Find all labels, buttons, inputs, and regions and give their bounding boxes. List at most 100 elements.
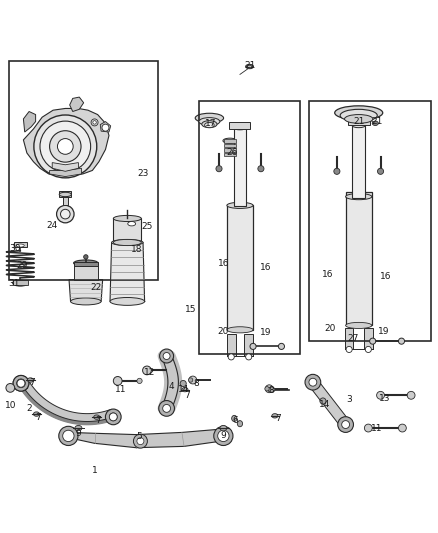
Bar — [234, 128, 246, 206]
Circle shape — [17, 379, 25, 387]
Bar — [63, 195, 68, 205]
Ellipse shape — [335, 106, 383, 120]
Text: 14: 14 — [178, 385, 190, 394]
Ellipse shape — [125, 220, 138, 228]
Text: 7: 7 — [184, 391, 190, 400]
Text: 16: 16 — [261, 263, 272, 272]
Ellipse shape — [223, 138, 237, 143]
Text: 8: 8 — [268, 386, 274, 395]
Ellipse shape — [113, 215, 141, 222]
Circle shape — [399, 424, 406, 432]
Ellipse shape — [372, 121, 378, 125]
Ellipse shape — [320, 398, 326, 404]
Ellipse shape — [13, 280, 28, 286]
Bar — [224, 140, 236, 143]
Ellipse shape — [205, 123, 214, 128]
Circle shape — [162, 405, 170, 413]
Text: 19: 19 — [261, 328, 272, 337]
Polygon shape — [161, 356, 178, 408]
Text: 2: 2 — [26, 404, 32, 413]
Circle shape — [106, 409, 121, 425]
Ellipse shape — [268, 387, 275, 392]
Circle shape — [159, 400, 174, 416]
Circle shape — [370, 338, 376, 344]
Ellipse shape — [75, 425, 82, 431]
Circle shape — [378, 168, 384, 174]
Polygon shape — [23, 108, 109, 176]
Bar — [364, 328, 373, 349]
Circle shape — [399, 338, 405, 344]
Text: 11: 11 — [371, 424, 383, 433]
Circle shape — [13, 375, 29, 391]
Circle shape — [40, 121, 91, 172]
Text: 10: 10 — [4, 401, 16, 410]
Ellipse shape — [247, 65, 252, 68]
Polygon shape — [52, 163, 78, 171]
Ellipse shape — [182, 387, 188, 392]
Polygon shape — [110, 243, 145, 302]
Circle shape — [216, 166, 222, 172]
Text: 16: 16 — [218, 259, 229, 268]
Circle shape — [57, 139, 73, 154]
Ellipse shape — [232, 415, 237, 422]
Bar — [230, 123, 251, 129]
Circle shape — [407, 391, 415, 399]
Polygon shape — [70, 97, 84, 111]
Text: 13: 13 — [379, 394, 391, 403]
Bar — [113, 219, 141, 243]
Circle shape — [338, 417, 353, 432]
Circle shape — [34, 115, 97, 178]
Circle shape — [60, 209, 70, 219]
Circle shape — [365, 346, 371, 352]
Ellipse shape — [246, 64, 254, 69]
Ellipse shape — [237, 421, 243, 427]
Ellipse shape — [195, 113, 223, 123]
Ellipse shape — [110, 297, 145, 305]
Text: 20: 20 — [325, 324, 336, 333]
Polygon shape — [100, 122, 111, 132]
Ellipse shape — [112, 239, 143, 246]
Text: 29: 29 — [16, 261, 27, 270]
Ellipse shape — [220, 425, 227, 431]
Text: 21: 21 — [245, 61, 256, 70]
Circle shape — [258, 166, 264, 172]
Text: 8: 8 — [194, 379, 199, 388]
Ellipse shape — [227, 327, 253, 333]
Circle shape — [102, 124, 109, 131]
Text: 7: 7 — [275, 414, 281, 423]
Ellipse shape — [202, 120, 217, 128]
Polygon shape — [64, 429, 230, 448]
Bar — [59, 191, 71, 197]
Circle shape — [134, 434, 148, 448]
Circle shape — [59, 426, 78, 446]
Text: 25: 25 — [141, 222, 153, 231]
Circle shape — [305, 374, 321, 390]
Bar — [224, 148, 236, 152]
Circle shape — [189, 376, 197, 384]
Circle shape — [334, 168, 340, 174]
Bar — [352, 125, 365, 198]
Bar — [345, 328, 353, 349]
Circle shape — [228, 354, 234, 360]
Text: 26: 26 — [226, 148, 238, 157]
Circle shape — [143, 366, 151, 375]
Text: 4: 4 — [168, 382, 174, 391]
Text: 7: 7 — [35, 413, 41, 422]
Ellipse shape — [234, 125, 246, 130]
Bar — [14, 241, 27, 247]
Polygon shape — [49, 168, 81, 176]
Circle shape — [250, 343, 256, 350]
Bar — [10, 61, 158, 280]
Circle shape — [137, 438, 144, 445]
Bar — [224, 152, 236, 156]
Text: 9: 9 — [75, 429, 81, 438]
Ellipse shape — [180, 381, 186, 386]
Bar — [346, 192, 372, 326]
Circle shape — [309, 378, 317, 386]
Bar — [13, 280, 28, 285]
Text: 22: 22 — [90, 283, 102, 292]
Circle shape — [17, 379, 25, 387]
Text: 24: 24 — [46, 221, 58, 230]
Polygon shape — [23, 111, 35, 132]
Circle shape — [91, 119, 98, 126]
